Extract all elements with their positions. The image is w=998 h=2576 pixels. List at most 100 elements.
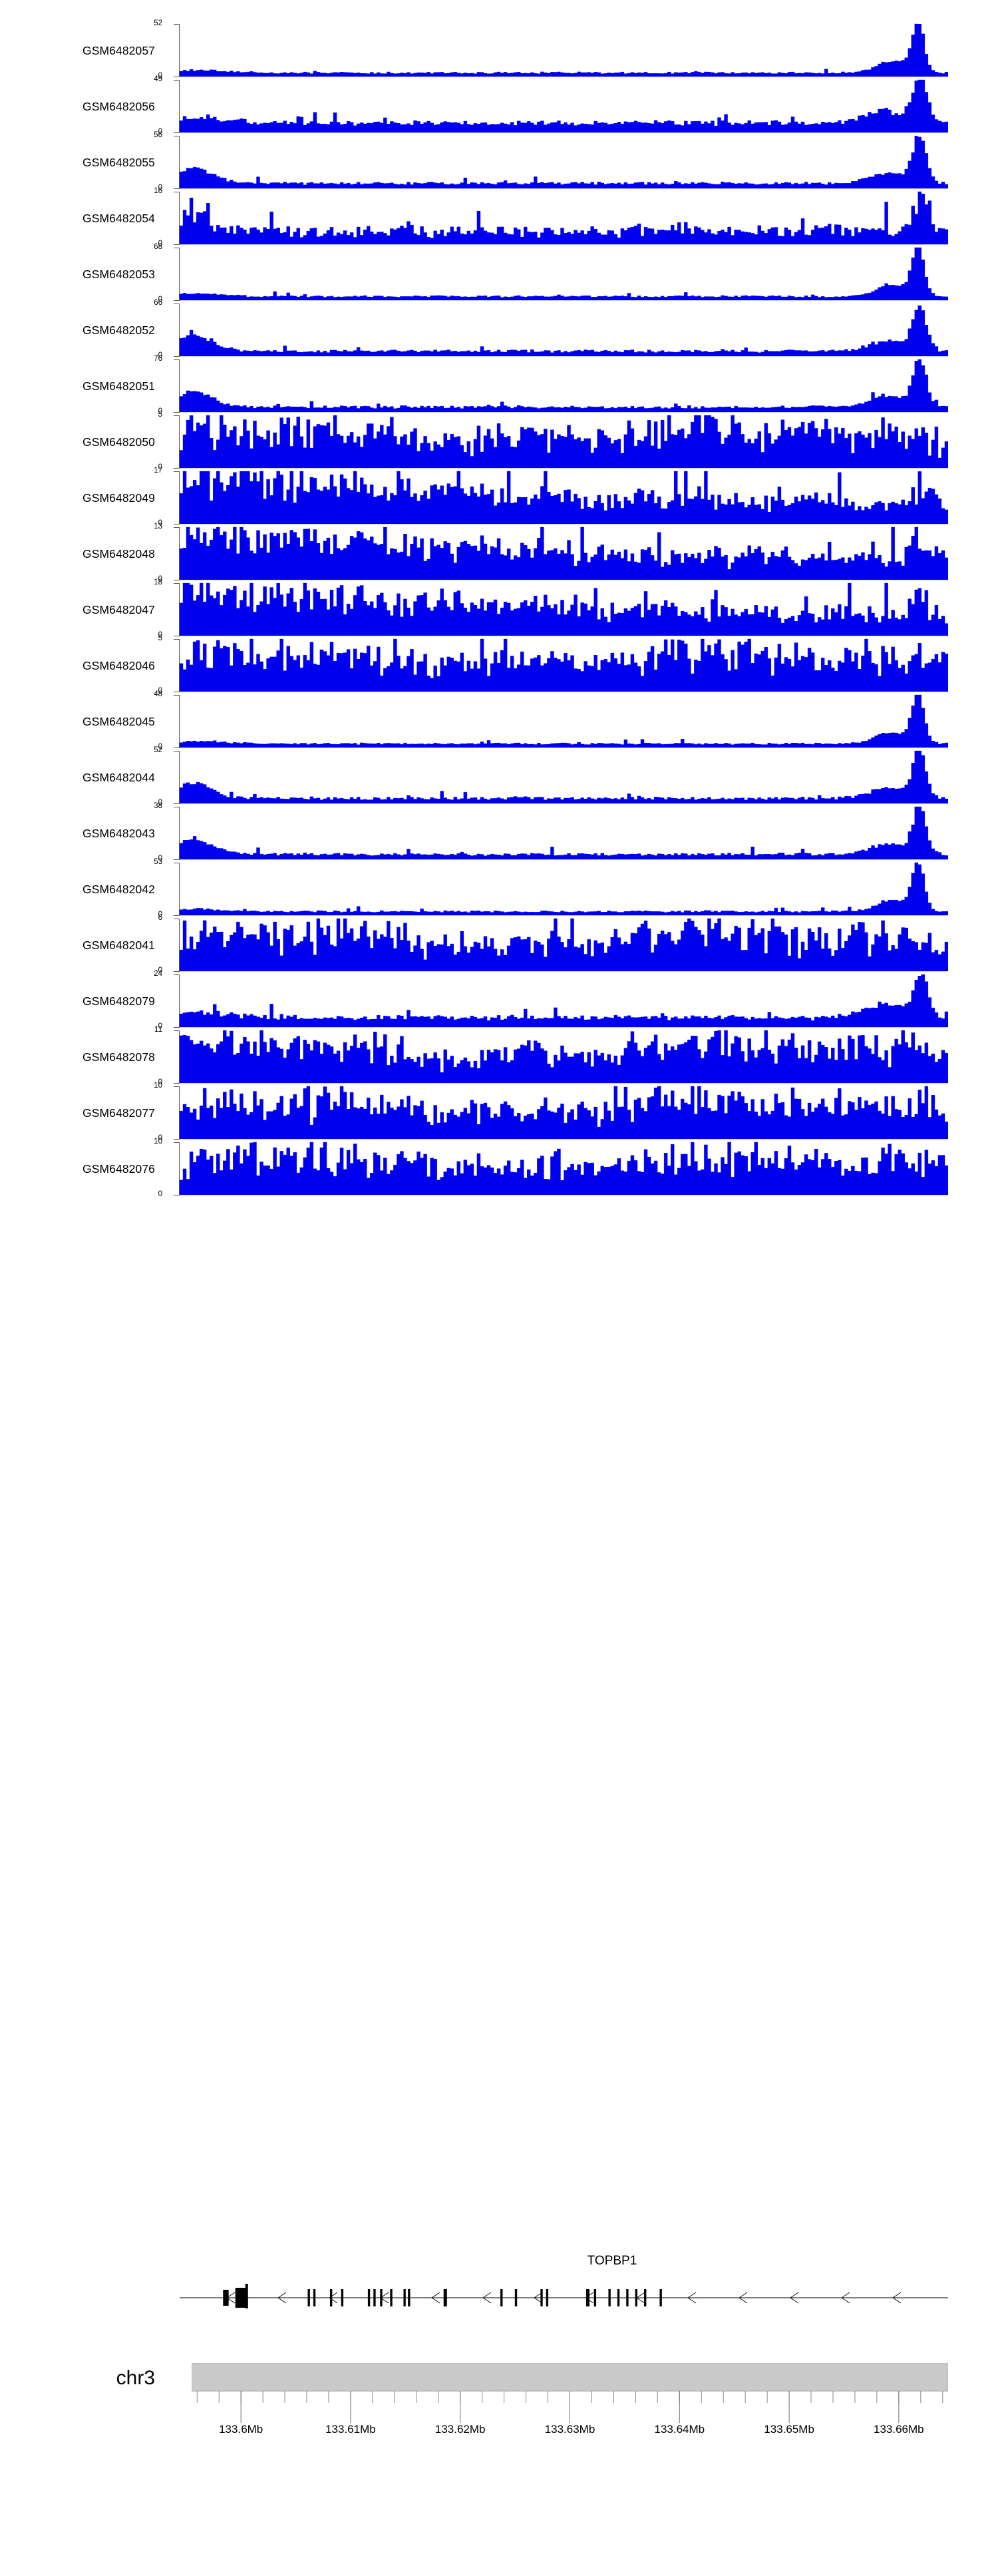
ideogram-bar xyxy=(192,2363,948,2391)
track-sample-label: GSM6482077 xyxy=(83,1106,155,1120)
track-y-axis xyxy=(172,1029,180,1085)
track-sample-label: GSM6482055 xyxy=(83,155,155,169)
track-ymax-label: 10 xyxy=(154,1138,162,1146)
axis-tick-label: 133.64Mb xyxy=(654,2423,705,2436)
track-sample-label: GSM6482041 xyxy=(83,938,155,952)
axis-tick-label: 133.63Mb xyxy=(544,2423,595,2436)
track-sample-label: GSM6482044 xyxy=(83,770,155,784)
axis-tick-label: 133.61Mb xyxy=(325,2423,376,2436)
track-y-axis xyxy=(172,23,180,79)
axis-tick-label: 133.66Mb xyxy=(873,2423,924,2436)
track-ymin-label: 0 xyxy=(158,128,162,136)
track-coverage-plot xyxy=(180,1141,948,1197)
track-sample-label: GSM6482079 xyxy=(83,994,155,1008)
gene-model-diagram xyxy=(180,2271,948,2312)
track-coverage-plot xyxy=(180,134,948,190)
track-ymin-label: 0 xyxy=(158,687,162,695)
track-sample-label: GSM6482057 xyxy=(83,43,155,57)
track-sample-label: GSM6482042 xyxy=(83,882,155,896)
coverage-track: GSM6482057 52 0 xyxy=(0,19,998,80)
track-sample-label: GSM6482078 xyxy=(83,1050,155,1064)
chromosome-axis-block: chr3 133.6Mb 133.61Mb 133.62Mb 133.63Mb 133.… xyxy=(0,2356,998,2489)
track-ymin-label: 0 xyxy=(158,463,162,471)
track-y-axis xyxy=(172,805,180,861)
track-y-axis xyxy=(172,917,180,973)
coverage-track: GSM6482052 66 0 xyxy=(0,299,998,359)
track-ymax-label: 66 xyxy=(154,299,162,307)
gene-model-track: TOPBP1 xyxy=(0,2254,998,2314)
axis-tick-label: 133.65Mb xyxy=(764,2423,814,2436)
track-y-axis xyxy=(172,414,180,470)
track-y-axis xyxy=(172,358,180,414)
coverage-track: GSM6482047 18 0 xyxy=(0,578,998,639)
genome-axis-labels: 133.6Mb 133.61Mb 133.62Mb 133.63Mb 133.64Mb 1… xyxy=(0,2423,998,2443)
track-y-axis xyxy=(172,750,180,805)
coverage-track: GSM6482044 52 0 xyxy=(0,746,998,807)
track-y-axis xyxy=(172,861,180,917)
track-y-axis xyxy=(172,134,180,190)
track-ymin-label: 0 xyxy=(158,911,162,919)
track-y-axis xyxy=(172,246,180,302)
coverage-track: GSM6482046 5 0 xyxy=(0,634,998,695)
track-sample-label: GSM6482056 xyxy=(83,99,155,113)
track-sample-label: GSM6482054 xyxy=(83,211,155,225)
track-y-axis xyxy=(172,526,180,582)
track-sample-label: GSM6482051 xyxy=(83,379,155,393)
track-ymax-label: 48 xyxy=(154,690,162,698)
track-ymin-label: 0 xyxy=(158,1022,162,1030)
coverage-track: GSM6482041 6 0 xyxy=(0,914,998,974)
track-ymax-label: 10 xyxy=(154,1082,162,1090)
coverage-track: GSM6482054 16 0 xyxy=(0,187,998,248)
track-y-axis xyxy=(172,973,180,1029)
coverage-track: GSM6482045 48 0 xyxy=(0,690,998,751)
track-ymin-label: 0 xyxy=(158,631,162,639)
genome-axis-ticks xyxy=(0,2390,998,2434)
track-sample-label: GSM6482045 xyxy=(83,714,155,728)
track-coverage-plot xyxy=(180,750,948,805)
axis-tick-label: 133.6Mb xyxy=(219,2423,263,2436)
track-coverage-plot xyxy=(180,414,948,470)
coverage-track-list: GSM6482057 52 0 GSM6482056 49 0 GSM6482055 56 0 G… xyxy=(0,19,998,1198)
coverage-track: GSM6482076 10 0 xyxy=(0,1138,998,1198)
track-coverage-plot xyxy=(180,470,948,526)
track-sample-label: GSM6482048 xyxy=(83,546,155,560)
track-coverage-plot xyxy=(180,861,948,917)
track-ymin-label: 0 xyxy=(158,351,162,359)
coverage-track: GSM6482077 10 0 xyxy=(0,1082,998,1142)
track-ymax-label: 56 xyxy=(154,131,162,139)
track-ymin-label: 0 xyxy=(158,407,162,415)
track-ymin-label: 0 xyxy=(158,1190,162,1198)
track-ymax-label: 5 xyxy=(158,634,162,642)
track-y-axis xyxy=(172,190,180,246)
track-coverage-plot xyxy=(180,190,948,246)
track-coverage-plot xyxy=(180,79,948,134)
track-ymax-label: 53 xyxy=(154,858,162,866)
gene-label-text: TOPBP1 xyxy=(587,2254,637,2268)
coverage-track: GSM6482078 11 0 xyxy=(0,1026,998,1086)
track-ymax-label: 24 xyxy=(154,970,162,978)
track-sample-label: GSM6482043 xyxy=(83,826,155,840)
track-coverage-plot xyxy=(180,246,948,302)
track-y-axis xyxy=(172,694,180,750)
track-sample-label: GSM6482052 xyxy=(83,323,155,337)
track-coverage-plot xyxy=(180,1029,948,1085)
coverage-track: GSM6482042 53 0 xyxy=(0,858,998,919)
track-coverage-plot xyxy=(180,973,948,1029)
track-ymax-label: 16 xyxy=(154,187,162,195)
coverage-track: GSM6482043 38 0 xyxy=(0,802,998,863)
track-sample-label: GSM6482076 xyxy=(83,1162,155,1176)
track-coverage-plot xyxy=(180,638,948,694)
track-ymax-label: 11 xyxy=(154,1026,162,1034)
track-sample-label: GSM6482049 xyxy=(83,491,155,505)
track-y-axis xyxy=(172,582,180,638)
track-ymax-label: 13 xyxy=(154,523,162,531)
coverage-track: GSM6482051 76 0 xyxy=(0,355,998,415)
track-ymin-label: 0 xyxy=(158,184,162,192)
track-coverage-plot xyxy=(180,1085,948,1141)
track-ymin-label: 0 xyxy=(158,855,162,863)
coverage-track: GSM6482056 49 0 xyxy=(0,75,998,136)
track-sample-label: GSM6482046 xyxy=(83,658,155,672)
track-ymin-label: 0 xyxy=(158,799,162,807)
gene-label: TOPBP1 xyxy=(0,2254,998,2268)
